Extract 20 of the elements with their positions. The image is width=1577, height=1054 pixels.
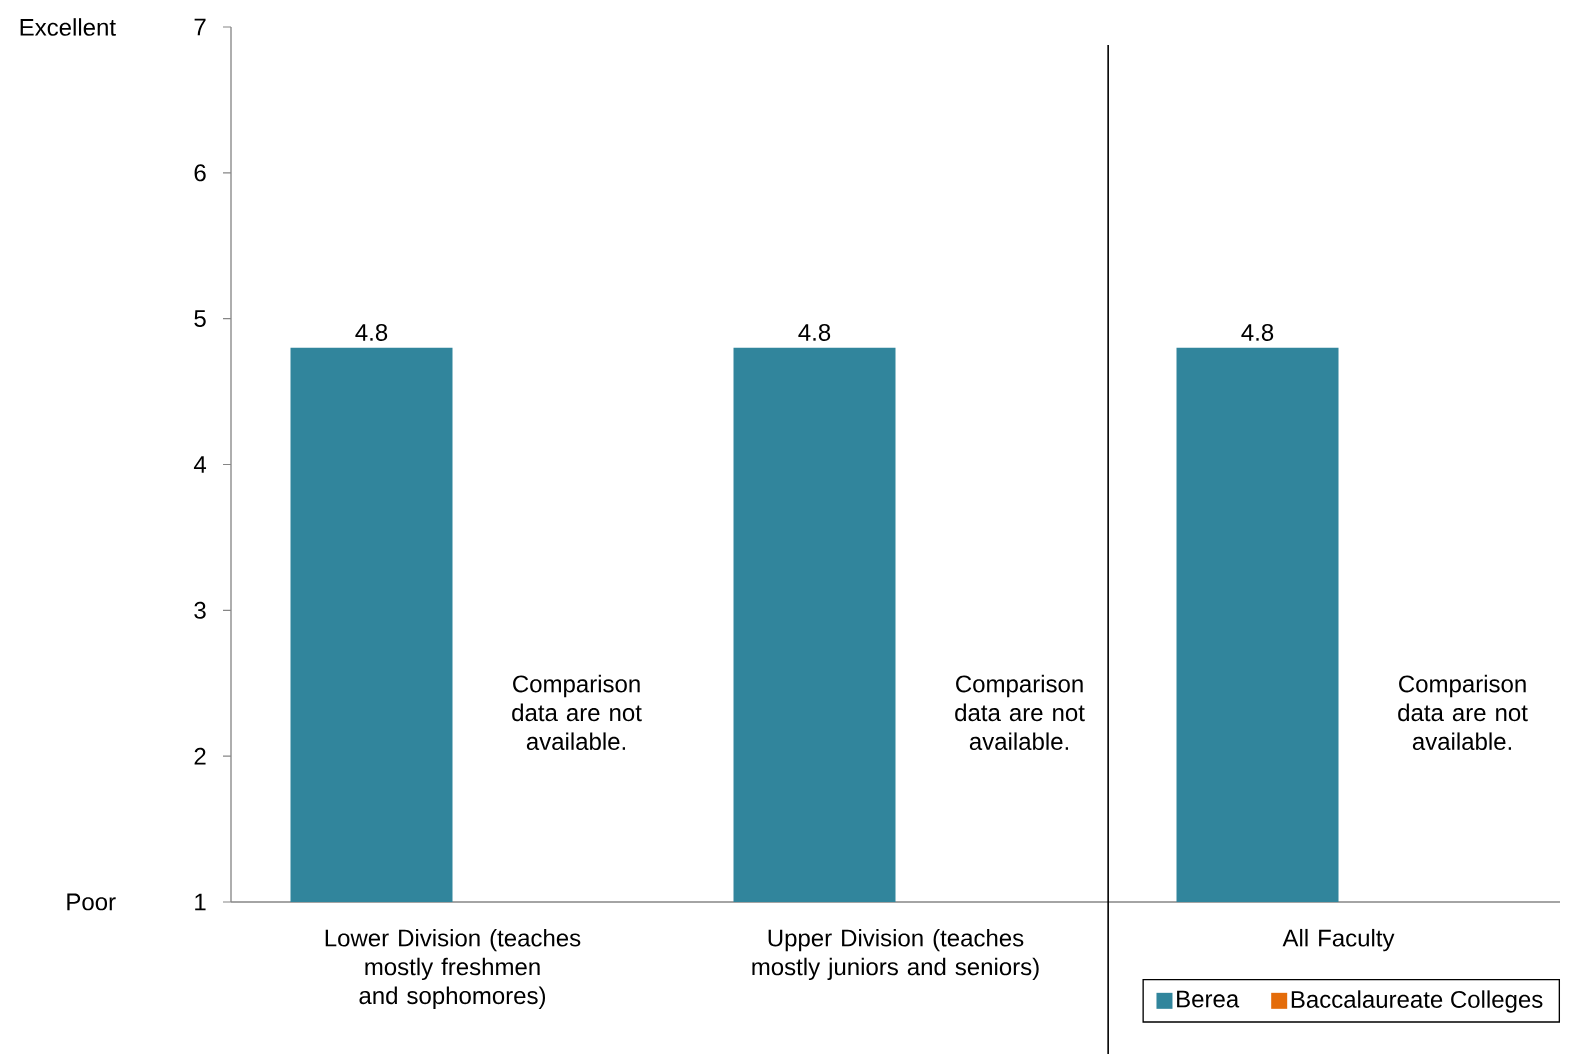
x-tick-label: Lower Division (teaches mostly freshmen and sophomores) — [325, 928, 581, 1009]
text: Excellent — [20, 18, 116, 36]
annotation: Comparison data are not available. — [512, 674, 642, 751]
text: Poor — [67, 893, 116, 911]
y-tick-label: 1 — [195, 893, 206, 911]
data-label: 4.8 — [798, 323, 831, 341]
y-tick-label: 3 — [194, 601, 206, 619]
annotation: Comparison data are not available. — [1398, 674, 1528, 751]
y-tick-label: 6 — [194, 164, 206, 182]
legend-label: Baccalaureate Colleges — [1291, 990, 1543, 1013]
x-tick-label: Upper Division (teaches mostly juniors and seniors) — [752, 928, 1039, 981]
data-label: 4.8 — [1241, 323, 1274, 341]
y-tick-label: 7 — [194, 18, 206, 36]
data-label: 4.8 — [355, 323, 388, 341]
y-tick-label: 2 — [194, 747, 206, 765]
x-tick-label: All Faculty — [1282, 928, 1395, 952]
y-tick-label: 4 — [193, 456, 207, 473]
annotation: Comparison data are not available. — [955, 674, 1085, 751]
legend-label: Berea — [1177, 990, 1240, 1008]
y-tick-label: 5 — [194, 310, 206, 328]
